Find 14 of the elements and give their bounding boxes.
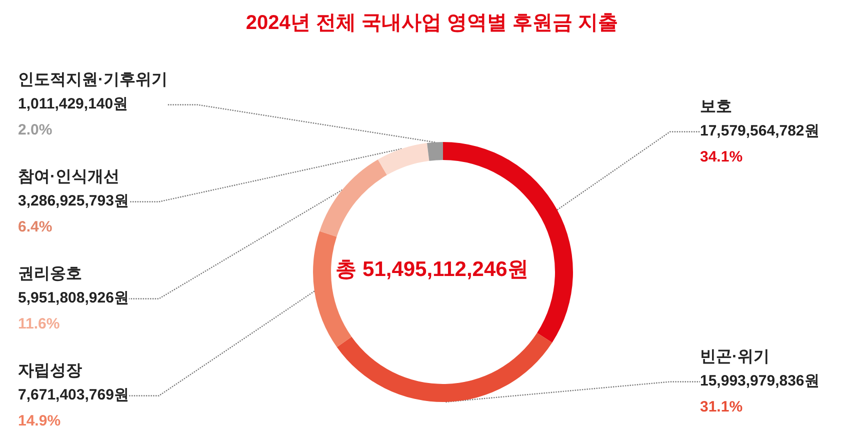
slice-label: 빈곤·위기 [700,348,770,366]
slice-label: 보호 [700,98,732,116]
data-label: 1,011,429,140원 2.0% [18,96,128,138]
data-label: 17,579,564,782원 34.1% [700,122,820,166]
data-label: 15,993,979,836원 31.1% [700,372,820,416]
slice-label: 인도적지원·기후위기 [18,72,168,88]
text: 총 51,495,112,246원 [336,258,528,281]
slice-label: 참여·인식개선 [18,168,120,186]
data-label: 3,286,925,793원 6.4% [18,192,129,236]
data-label: 5,951,808,926원 11.6% [18,290,129,332]
slice-label: 자립성장 [18,362,82,380]
chart-title: 2024년 전체 국내사업 영역별 후원금 지출 [246,12,618,34]
data-label: 7,671,403,769원 14.9% [18,386,129,430]
slice-label: 권리옹호 [18,266,82,282]
